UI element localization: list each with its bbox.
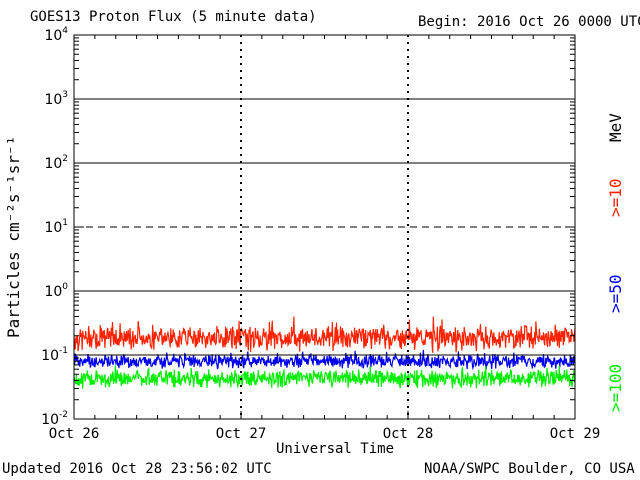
y-tick-label-6: 10-2 bbox=[41, 410, 68, 428]
x-axis-label: Universal Time bbox=[276, 441, 395, 457]
legend-series-50-text: >=50 bbox=[606, 274, 625, 313]
y-axis-label-text: Particles cm⁻²s⁻¹sr⁻¹ bbox=[4, 135, 23, 338]
y-tick-label-5: 10-1 bbox=[41, 346, 68, 364]
y-tick-label-1: 103 bbox=[44, 90, 68, 108]
legend-series-10: >=10 bbox=[606, 178, 625, 217]
x-tick-label-2: Oct 28 bbox=[383, 426, 434, 442]
updated-timestamp: Updated 2016 Oct 28 23:56:02 UTC bbox=[2, 461, 272, 477]
y-tick-label-2: 102 bbox=[44, 154, 68, 172]
chart-title: GOES13 Proton Flux (5 minute data) bbox=[30, 9, 317, 25]
x-tick-label-3: Oct 29 bbox=[550, 426, 601, 442]
legend-unit: MeV bbox=[606, 113, 625, 142]
credit-text: NOAA/SWPC Boulder, CO USA bbox=[424, 461, 635, 477]
legend-series-10-text: >=10 bbox=[606, 178, 625, 217]
legend-series-100-text: >=100 bbox=[606, 363, 625, 412]
legend-series-100: >=100 bbox=[606, 364, 625, 412]
y-axis-label: Particles cm⁻²s⁻¹sr⁻¹ bbox=[4, 136, 23, 338]
y-tick-label-3: 101 bbox=[44, 218, 68, 236]
begin-time: Begin: 2016 Oct 26 0000 UTC bbox=[418, 14, 640, 30]
y-tick-label-4: 100 bbox=[44, 282, 68, 300]
legend-unit-text: MeV bbox=[606, 113, 625, 142]
series-line-0 bbox=[73, 316, 576, 353]
series-line-2 bbox=[73, 365, 576, 389]
legend-series-50: >=50 bbox=[606, 274, 625, 313]
y-tick-label-0: 104 bbox=[44, 26, 68, 44]
x-tick-label-0: Oct 26 bbox=[49, 426, 100, 442]
series-line-1 bbox=[73, 349, 576, 371]
x-tick-label-1: Oct 27 bbox=[216, 426, 267, 442]
